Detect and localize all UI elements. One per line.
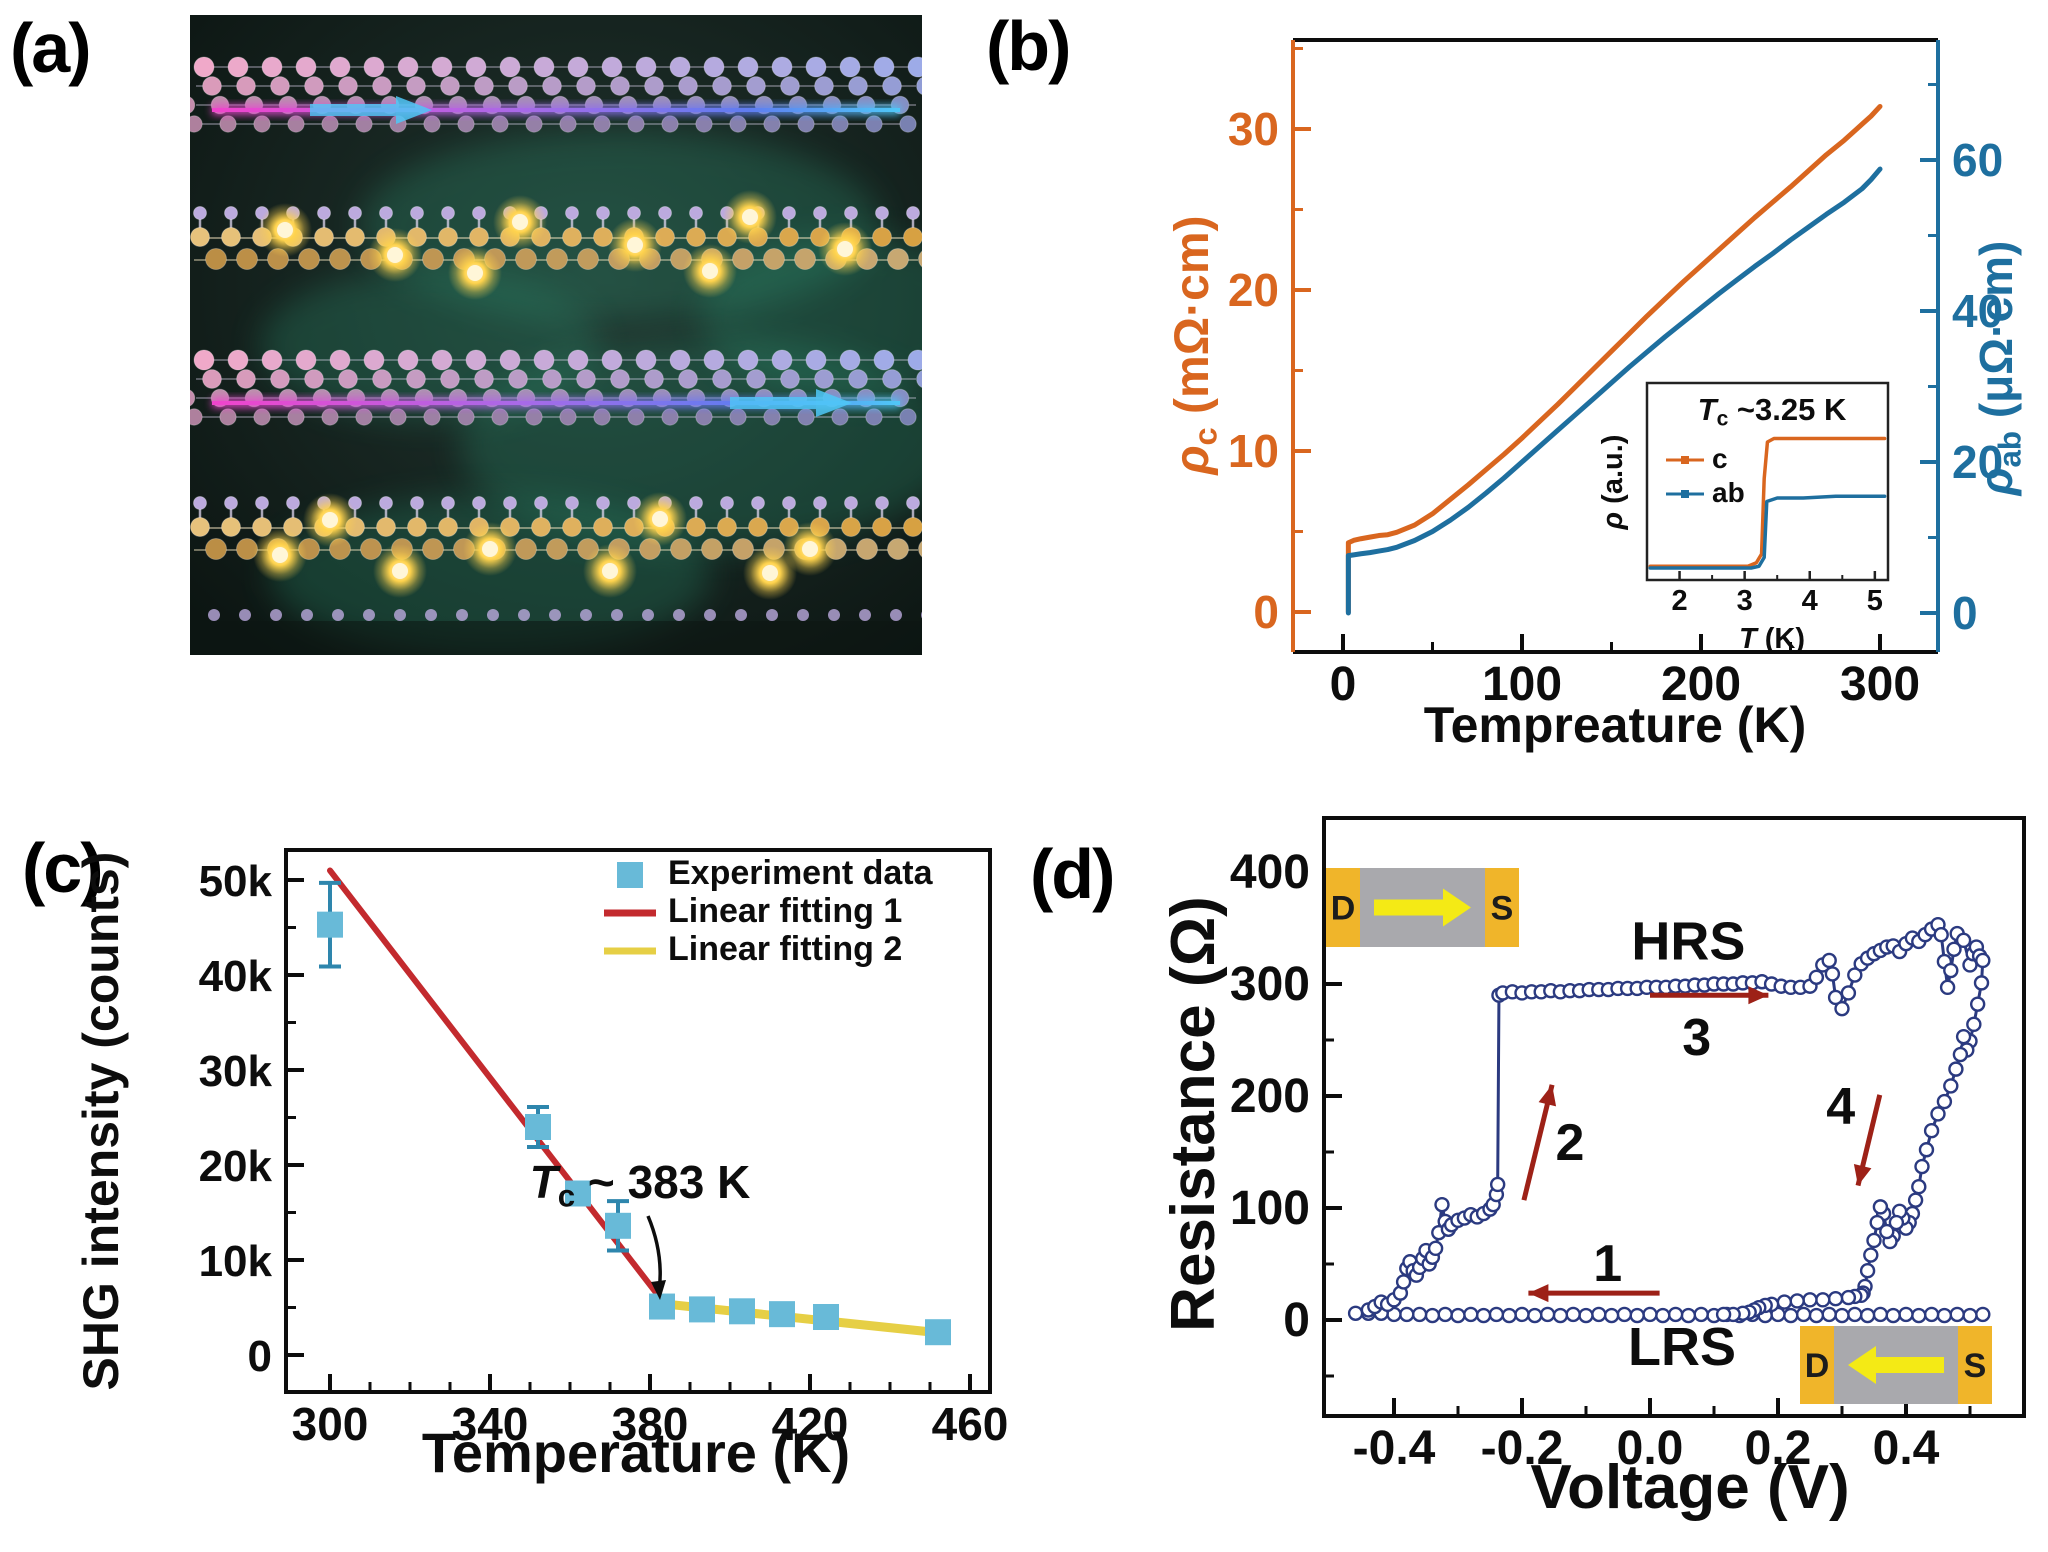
tc-annotation: Tc ~ 383 K [530,1156,751,1213]
x-tick-label: -0.4 [1353,1422,1436,1475]
data-point [689,1296,715,1323]
plot-frame [1322,816,2026,1418]
y-tick-label: 200 [1230,1070,1310,1123]
current-arrow-right [1443,888,1471,927]
legend-label: Experiment data [668,854,934,892]
y-axis-title: Resistance (Ω) [1159,896,1228,1332]
linear-fit-1 [327,867,669,1309]
data-point [605,1212,631,1239]
data-point [813,1304,839,1330]
panel-d-label: (d) [1030,835,1115,913]
inset-x-tick: 5 [1867,585,1883,617]
x-tick-label: 200 [1661,658,1741,711]
plot-frame [284,848,992,1394]
data-point [565,1180,591,1207]
annotation-arrow [651,1280,666,1300]
inset-x-title: T (K) [1739,623,1805,655]
panel-b-label: (b) [986,7,1071,85]
y-tick-label: 10k [199,1237,273,1286]
panel-c-label: (c) [22,829,104,907]
data-point [769,1301,795,1328]
x-tick-label: 420 [772,1398,849,1450]
data-point [525,1114,551,1140]
inset-x-tick: 3 [1737,585,1753,617]
inset-legend-label: ab [1712,477,1745,508]
left-tick-label: 10 [1228,425,1279,477]
inset-x-tick: 2 [1671,585,1687,617]
y-tick-label: 100 [1230,1182,1310,1235]
y-axis-title: SHG intensity (counts) [73,852,129,1391]
drain-label: D [1331,890,1356,928]
drain-label: D [1805,1347,1830,1385]
inset-title: Tc ~3.25 K [1698,392,1847,431]
right-axis-title: ρab (μΩ·cm) [1970,241,2027,498]
legend-label: Linear fitting 1 [668,892,902,930]
legend-label: Linear fitting 2 [668,930,902,968]
panel-d-hysteresis-chart: -0.4 -0.2 0.0 0.2 0.4 0 100 200 300 400 Voltage (V… [1159,816,2026,1522]
y-tick-label: 0 [248,1332,272,1381]
y-tick-label: 300 [1230,958,1310,1011]
y-tick-label: 400 [1230,846,1310,899]
hrs-label: HRS [1631,912,1745,972]
inset-y-title: ρ (a.u.) [1597,435,1629,531]
x-tick-label: 300 [292,1398,369,1450]
right-tick-label: 0 [1952,587,1978,639]
panel-a-crystal-structure-image [190,15,922,655]
x-tick-label: 340 [452,1398,529,1450]
left-tick-label: 30 [1228,103,1279,155]
x-tick-label: 100 [1482,658,1562,711]
source-label: S [1964,1347,1987,1385]
y-tick-label: 40k [199,952,273,1001]
x-tick-label: 0 [1330,658,1357,711]
series-rho_c [1345,103,1883,615]
panel-a-label: (a) [10,9,92,87]
y-tick-label: 0 [1283,1294,1310,1347]
left-tick-label: 0 [1253,586,1279,638]
x-tick-label: 300 [1840,658,1920,711]
x-tick-label: 0.4 [1873,1422,1940,1475]
x-tick-label: 460 [932,1398,1009,1450]
inset-series-ab [1648,494,1887,570]
data-point [729,1298,755,1325]
data-point [925,1319,951,1346]
y-tick-label: 30k [199,1047,273,1096]
sweep-number-3: 3 [1682,1009,1711,1067]
left-axis-title: ρc (mΩ·cm) [1166,215,1224,476]
right-tick-label: 20 [1952,436,2003,488]
lrs-label: LRS [1628,1317,1736,1377]
x-tick-label: 0.0 [1617,1422,1684,1475]
left-tick-label: 20 [1228,264,1279,316]
inset-frame [1645,381,1890,582]
y-tick-label: 20k [199,1142,273,1191]
current-arrow-left [1848,1346,1876,1384]
x-axis-title: Tempreature (K) [1424,697,1806,753]
source-label: S [1491,890,1514,928]
data-point [317,911,343,938]
x-tick-label: 380 [612,1398,689,1450]
sweep-number-4: 4 [1826,1078,1855,1136]
x-axis-title: Voltage (V) [1530,1453,1849,1522]
x-axis-title: Temperature (K) [422,1421,850,1484]
panel-c-shg-chart: 300 340 380 420 460 0 10k 20k 30k 40k 50k Temperatu… [73,848,1009,1484]
sweep-number-1: 1 [1593,1235,1622,1293]
series-rho_ab [1345,166,1883,616]
right-tick-label: 40 [1952,285,2003,337]
inset-legend-label: c [1712,443,1728,474]
x-tick-label: 0.2 [1745,1422,1812,1475]
y-tick-label: 50k [199,857,273,906]
inset-x-tick: 4 [1802,585,1818,617]
right-tick-label: 60 [1952,134,2003,186]
x-tick-label: -0.2 [1481,1422,1564,1475]
data-point [649,1293,675,1320]
sweep-number-2: 2 [1556,1114,1585,1172]
